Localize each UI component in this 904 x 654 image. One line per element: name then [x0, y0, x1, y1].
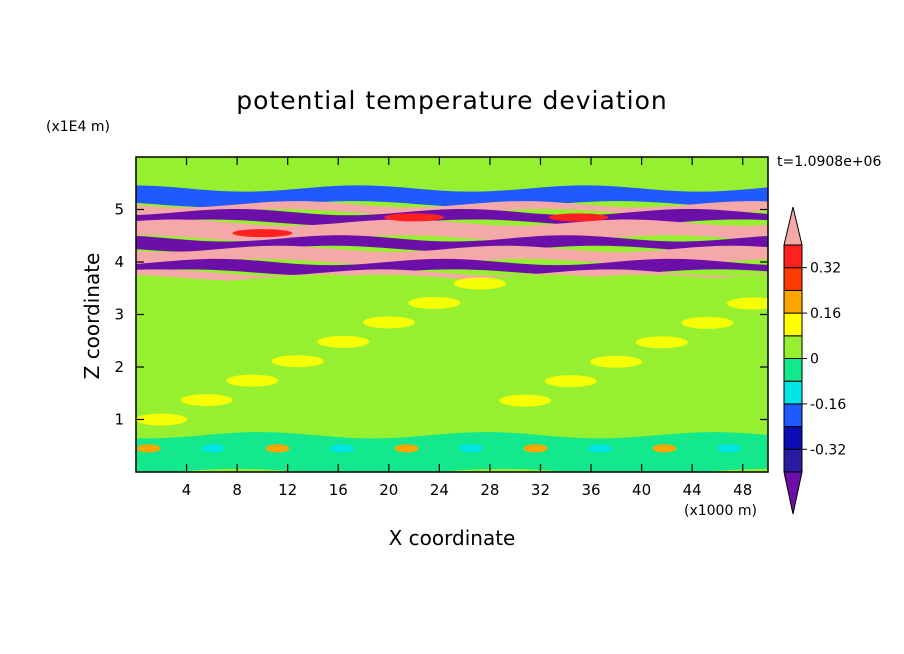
x-tick-label: 28	[480, 481, 499, 499]
x-tick-label: 48	[733, 481, 752, 499]
field-core	[232, 229, 293, 238]
field-band	[136, 245, 768, 266]
field-band	[136, 219, 768, 242]
field-patch	[317, 335, 370, 348]
field-core	[548, 213, 609, 222]
x-axis-label: X coordinate	[388, 526, 516, 550]
field-patch	[726, 297, 768, 310]
x-tick-label: 8	[232, 481, 242, 499]
x-tick-label: 44	[683, 481, 702, 499]
x-tick-label: 12	[278, 481, 297, 499]
colorbar-segment	[783, 244, 803, 269]
colorbar-segment	[783, 335, 803, 359]
x-tick-label: 16	[329, 481, 348, 499]
x-tick-label: 20	[379, 481, 398, 499]
chart-title: potential temperature deviation	[236, 86, 668, 115]
y-tick-label: 1	[114, 411, 124, 429]
field-patch	[499, 394, 552, 407]
field-patch	[590, 355, 643, 368]
colorbar-segment	[783, 403, 803, 428]
time-label: t=1.0908e+06	[777, 154, 882, 170]
colorbar-label: -0.16	[810, 397, 846, 413]
colorbar-segment	[783, 358, 803, 382]
field-spot	[523, 444, 548, 453]
field-band	[136, 432, 768, 472]
y-tick-label: 4	[114, 253, 124, 271]
y-axis-ticks: 1 2 3 4 5	[114, 201, 768, 429]
field-patch	[681, 316, 734, 329]
x-tick-label: 36	[581, 481, 600, 499]
field-band	[136, 235, 768, 253]
field-spot	[330, 444, 355, 453]
colorbar-segment	[783, 380, 803, 405]
colorbar-label: -0.32	[810, 442, 846, 458]
x-tick-label: 40	[632, 481, 651, 499]
field-spot	[136, 444, 161, 453]
field-spot	[716, 444, 741, 453]
field-patch	[453, 277, 506, 290]
field-patch	[180, 394, 233, 407]
contour-field	[136, 157, 768, 472]
field-patch	[271, 355, 324, 368]
field-spot	[265, 444, 290, 453]
y-axis-unit: (x1E4 m)	[46, 119, 110, 135]
colorbar-label: 0	[810, 352, 819, 368]
field-spot	[458, 444, 483, 453]
colorbar-segment	[783, 426, 803, 450]
x-tick-label: 32	[531, 481, 550, 499]
y-tick-label: 5	[114, 201, 124, 219]
field-patch	[408, 296, 461, 309]
field-patch	[635, 336, 688, 349]
x-axis-unit: (x1000 m)	[684, 503, 757, 519]
field-patch	[362, 316, 415, 329]
colorbar-segment	[783, 289, 803, 314]
x-tick-label: 4	[182, 481, 192, 499]
field-spot	[201, 444, 226, 453]
field-patch	[136, 413, 188, 426]
field-spot	[587, 444, 612, 453]
x-tick-label: 24	[430, 481, 449, 499]
field-core	[384, 213, 445, 222]
colorbar-segment	[783, 312, 803, 337]
field-band	[136, 274, 768, 439]
field-band	[136, 201, 768, 216]
colorbar-extend-high	[783, 206, 803, 246]
field-spot	[394, 444, 419, 453]
field-band	[136, 157, 768, 192]
colorbar-label: 0.16	[810, 306, 841, 322]
x-axis-label-wrap: X coordinate	[0, 526, 904, 550]
colorbar-extend-low	[783, 471, 803, 515]
y-tick-label: 2	[114, 358, 124, 376]
field-patch	[544, 375, 597, 388]
colorbar-label: 0.32	[810, 261, 841, 277]
colorbar: 0.32 0.16 0 -0.16 -0.32	[783, 206, 846, 515]
colorbar-segment	[783, 448, 803, 473]
y-tick-label: 3	[114, 306, 124, 324]
x-axis-ticks: 4 8 12 16 20 24 28 32 36 40 44 48	[182, 157, 752, 499]
field-patch	[226, 374, 279, 387]
field-spot	[652, 444, 677, 453]
colorbar-segment	[783, 267, 803, 291]
